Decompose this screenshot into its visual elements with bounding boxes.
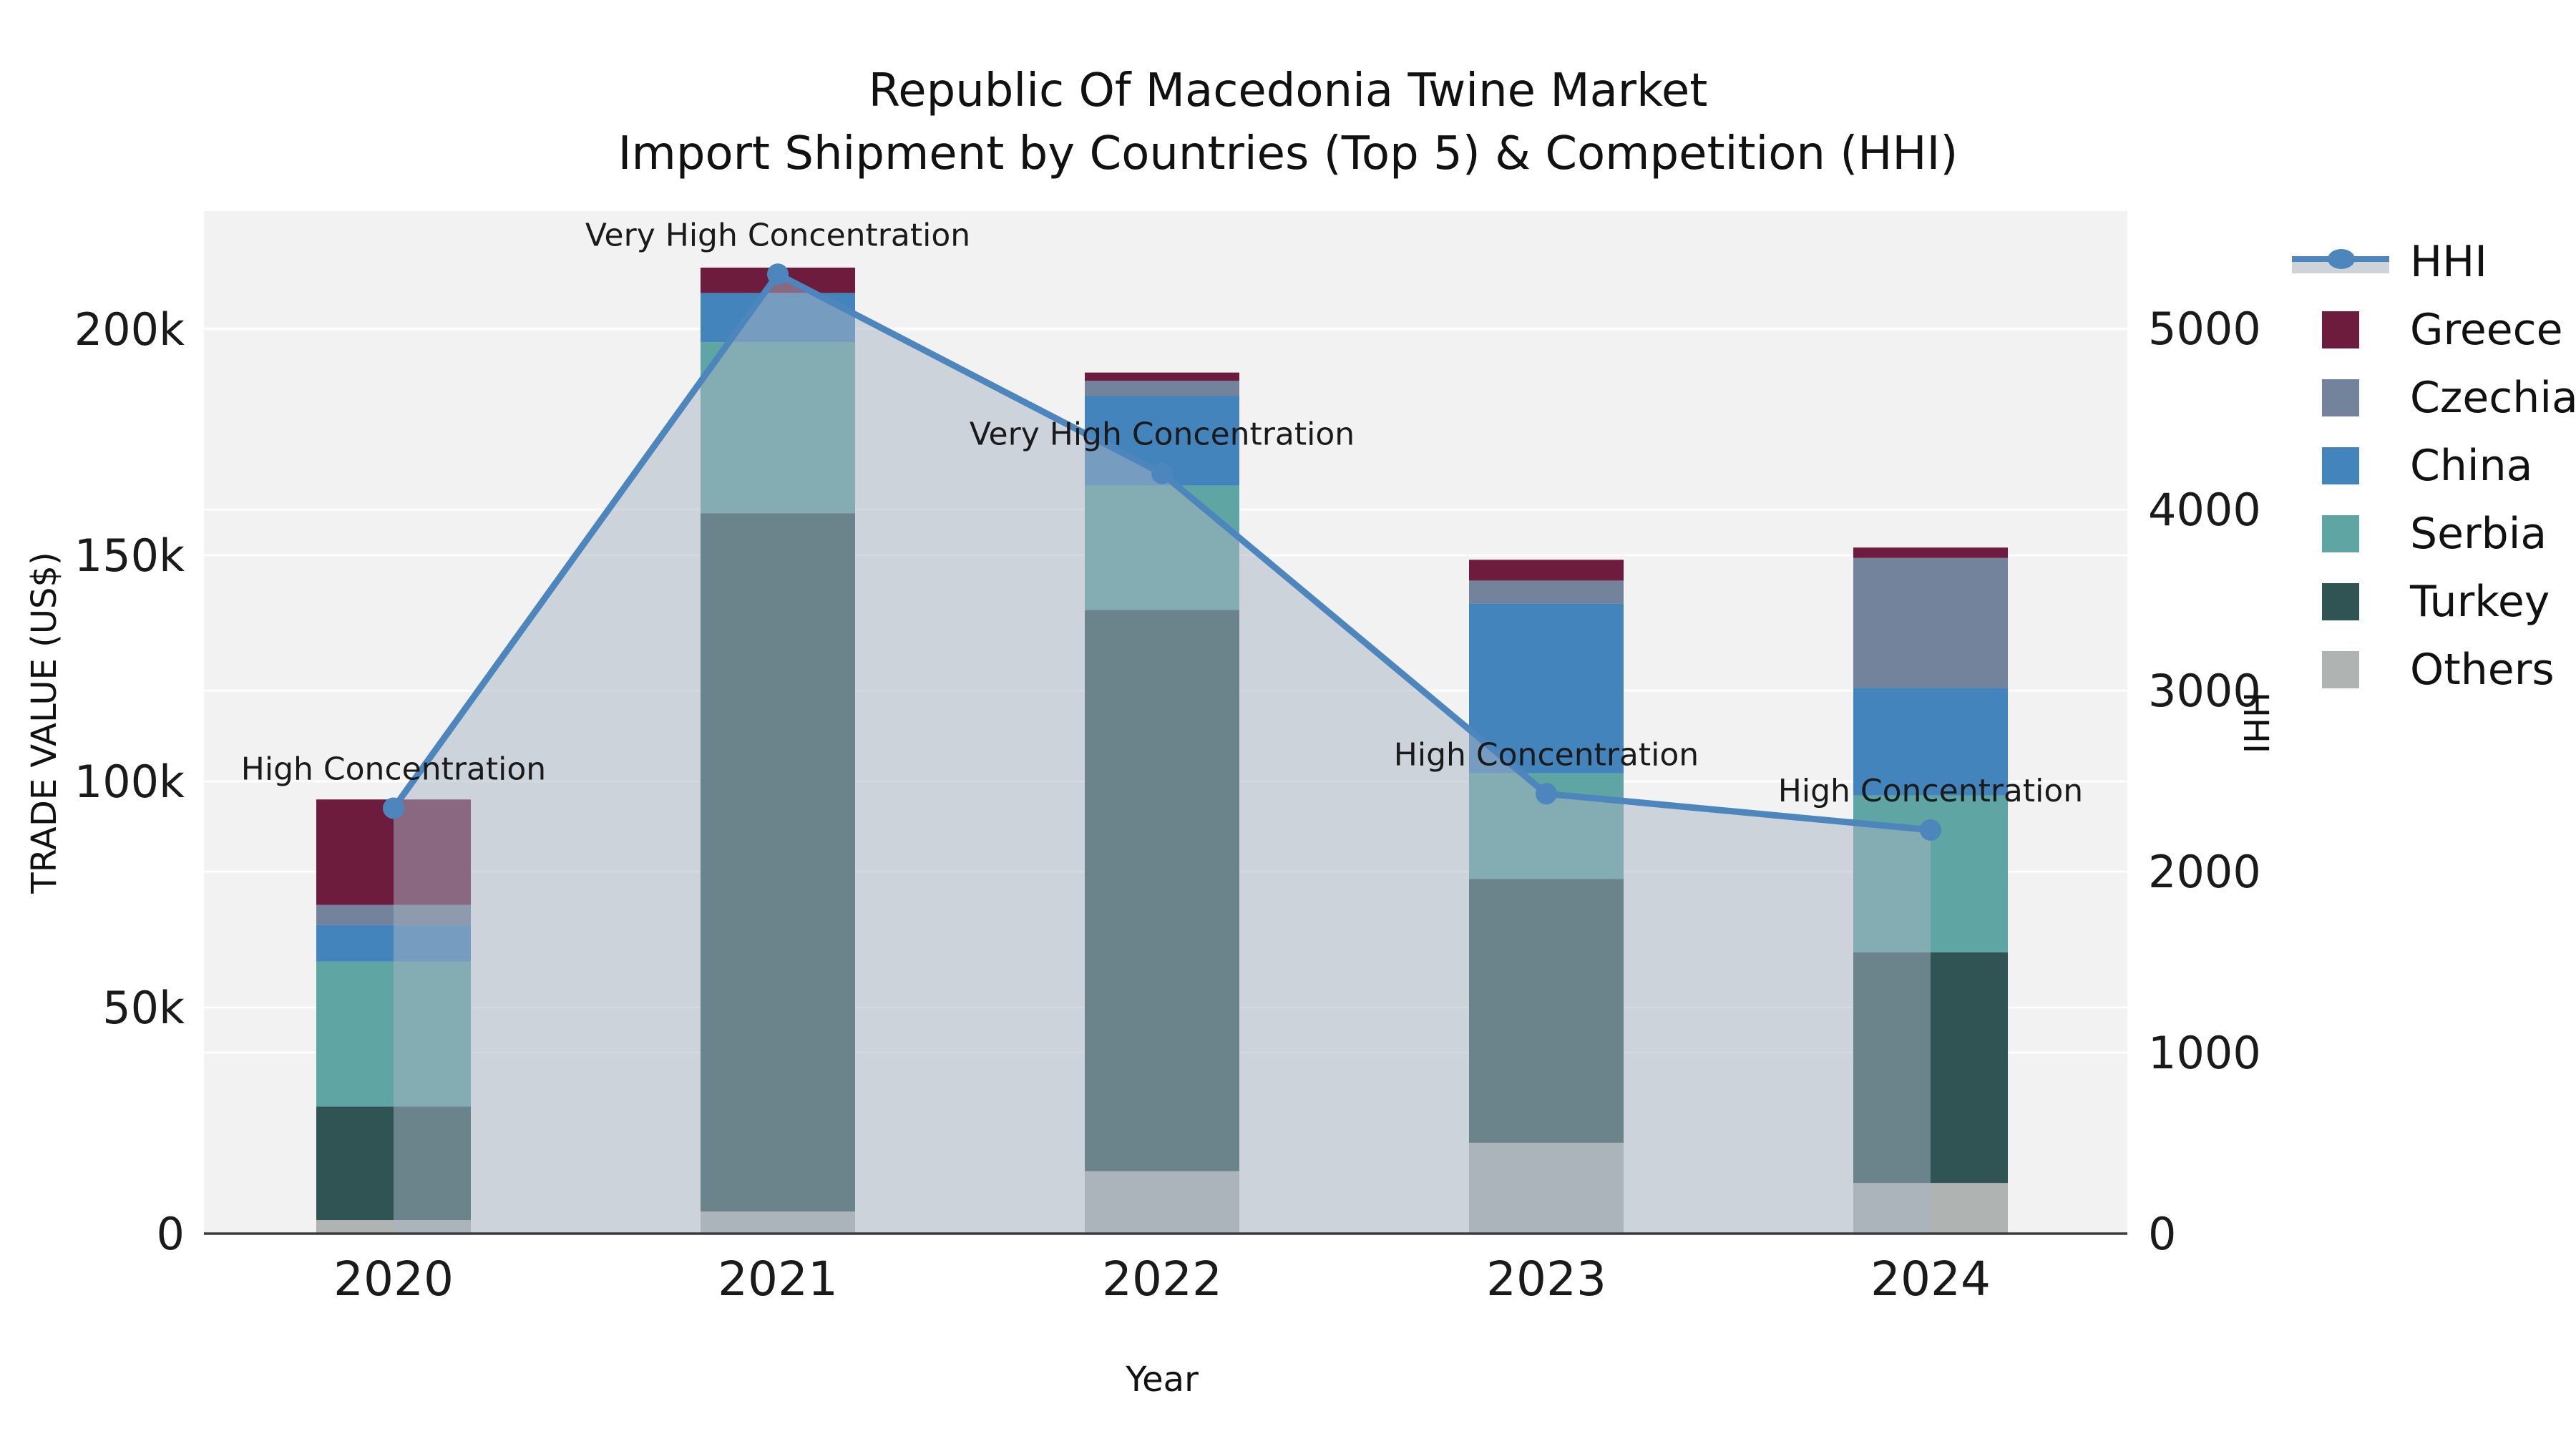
y-left-tick: 0 <box>157 1208 185 1260</box>
legend-item-serbia: Serbia <box>2287 499 2576 567</box>
y-right-tick: 1000 <box>2148 1027 2261 1079</box>
hhi-marker-2023 <box>1536 783 1557 805</box>
turkey-swatch-icon <box>2287 582 2394 620</box>
legend-item-others: Others <box>2287 635 2576 703</box>
bar-segment-china-2024 <box>1853 688 2008 796</box>
legend-label: China <box>2410 440 2533 491</box>
bar-segment-china-2023 <box>1469 603 1624 774</box>
legend-item-china: China <box>2287 431 2576 499</box>
y-left-axis-title: TRADE VALUE (US$) <box>24 552 64 894</box>
hhi-marker-2020 <box>383 797 404 819</box>
hhi-marker-2021 <box>767 263 789 286</box>
chart-title-line-2: Import Shipment by Countries (Top 5) & C… <box>618 127 1958 180</box>
y-right-tick: 5000 <box>2148 303 2261 355</box>
hhi-area-fill <box>394 274 1931 1234</box>
annotation-2024: High Concentration <box>1778 773 2083 809</box>
legend-item-hhi: HHI <box>2287 228 2576 296</box>
y-left-tick: 50k <box>102 982 185 1034</box>
hhi-marker-2022 <box>1151 462 1173 484</box>
bar-segment-greece-2023 <box>1469 560 1624 581</box>
annotation-2022: Very High Concentration <box>970 416 1355 453</box>
legend-label: Serbia <box>2410 508 2547 559</box>
y-left-tick: 150k <box>74 530 185 582</box>
x-tick: 2024 <box>1870 1252 1991 1307</box>
x-tick: 2020 <box>333 1252 454 1307</box>
chart-legend: HHI Greece Czechia China Serbia Turkey Others <box>2287 228 2576 703</box>
x-tick: 2021 <box>718 1252 838 1307</box>
legend-label: Greece <box>2410 304 2563 355</box>
y-right-tick: 3000 <box>2148 665 2261 717</box>
hhi-line-icon <box>2287 246 2394 278</box>
y-right-tick: 2000 <box>2148 846 2261 898</box>
chart-title-line-1: Republic Of Macedonia Twine Market <box>868 64 1708 117</box>
legend-label: Turkey <box>2410 576 2550 627</box>
legend-item-czechia: Czechia <box>2287 364 2576 431</box>
greece-swatch-icon <box>2287 311 2394 348</box>
legend-label: Others <box>2410 644 2555 695</box>
hhi-marker-2024 <box>1920 819 1941 841</box>
x-axis-title: Year <box>1126 1360 1199 1400</box>
annotation-2020: High Concentration <box>241 751 546 788</box>
legend-label: HHI <box>2410 236 2487 287</box>
serbia-swatch-icon <box>2287 514 2394 552</box>
bar-segment-czechia-2022 <box>1085 381 1239 396</box>
annotation-2023: High Concentration <box>1394 736 1699 773</box>
legend-item-greece: Greece <box>2287 296 2576 364</box>
x-tick: 2023 <box>1486 1252 1606 1307</box>
others-swatch-icon <box>2287 650 2394 688</box>
annotation-2021: Very High Concentration <box>585 217 970 253</box>
y-right-tick: 0 <box>2148 1208 2176 1260</box>
y-right-tick: 4000 <box>2148 484 2261 536</box>
bar-segment-czechia-2024 <box>1853 557 2008 688</box>
china-swatch-icon <box>2287 447 2394 484</box>
czechia-swatch-icon <box>2287 379 2394 416</box>
y-right-axis-title: HHI <box>2235 691 2275 754</box>
x-tick: 2022 <box>1102 1252 1222 1307</box>
y-left-tick: 100k <box>74 756 185 808</box>
bar-segment-greece-2022 <box>1085 372 1239 381</box>
bar-segment-greece-2024 <box>1853 547 2008 558</box>
y-left-tick: 200k <box>74 303 185 356</box>
legend-label: Czechia <box>2410 372 2576 423</box>
bar-segment-czechia-2023 <box>1469 580 1624 604</box>
legend-item-turkey: Turkey <box>2287 567 2576 635</box>
